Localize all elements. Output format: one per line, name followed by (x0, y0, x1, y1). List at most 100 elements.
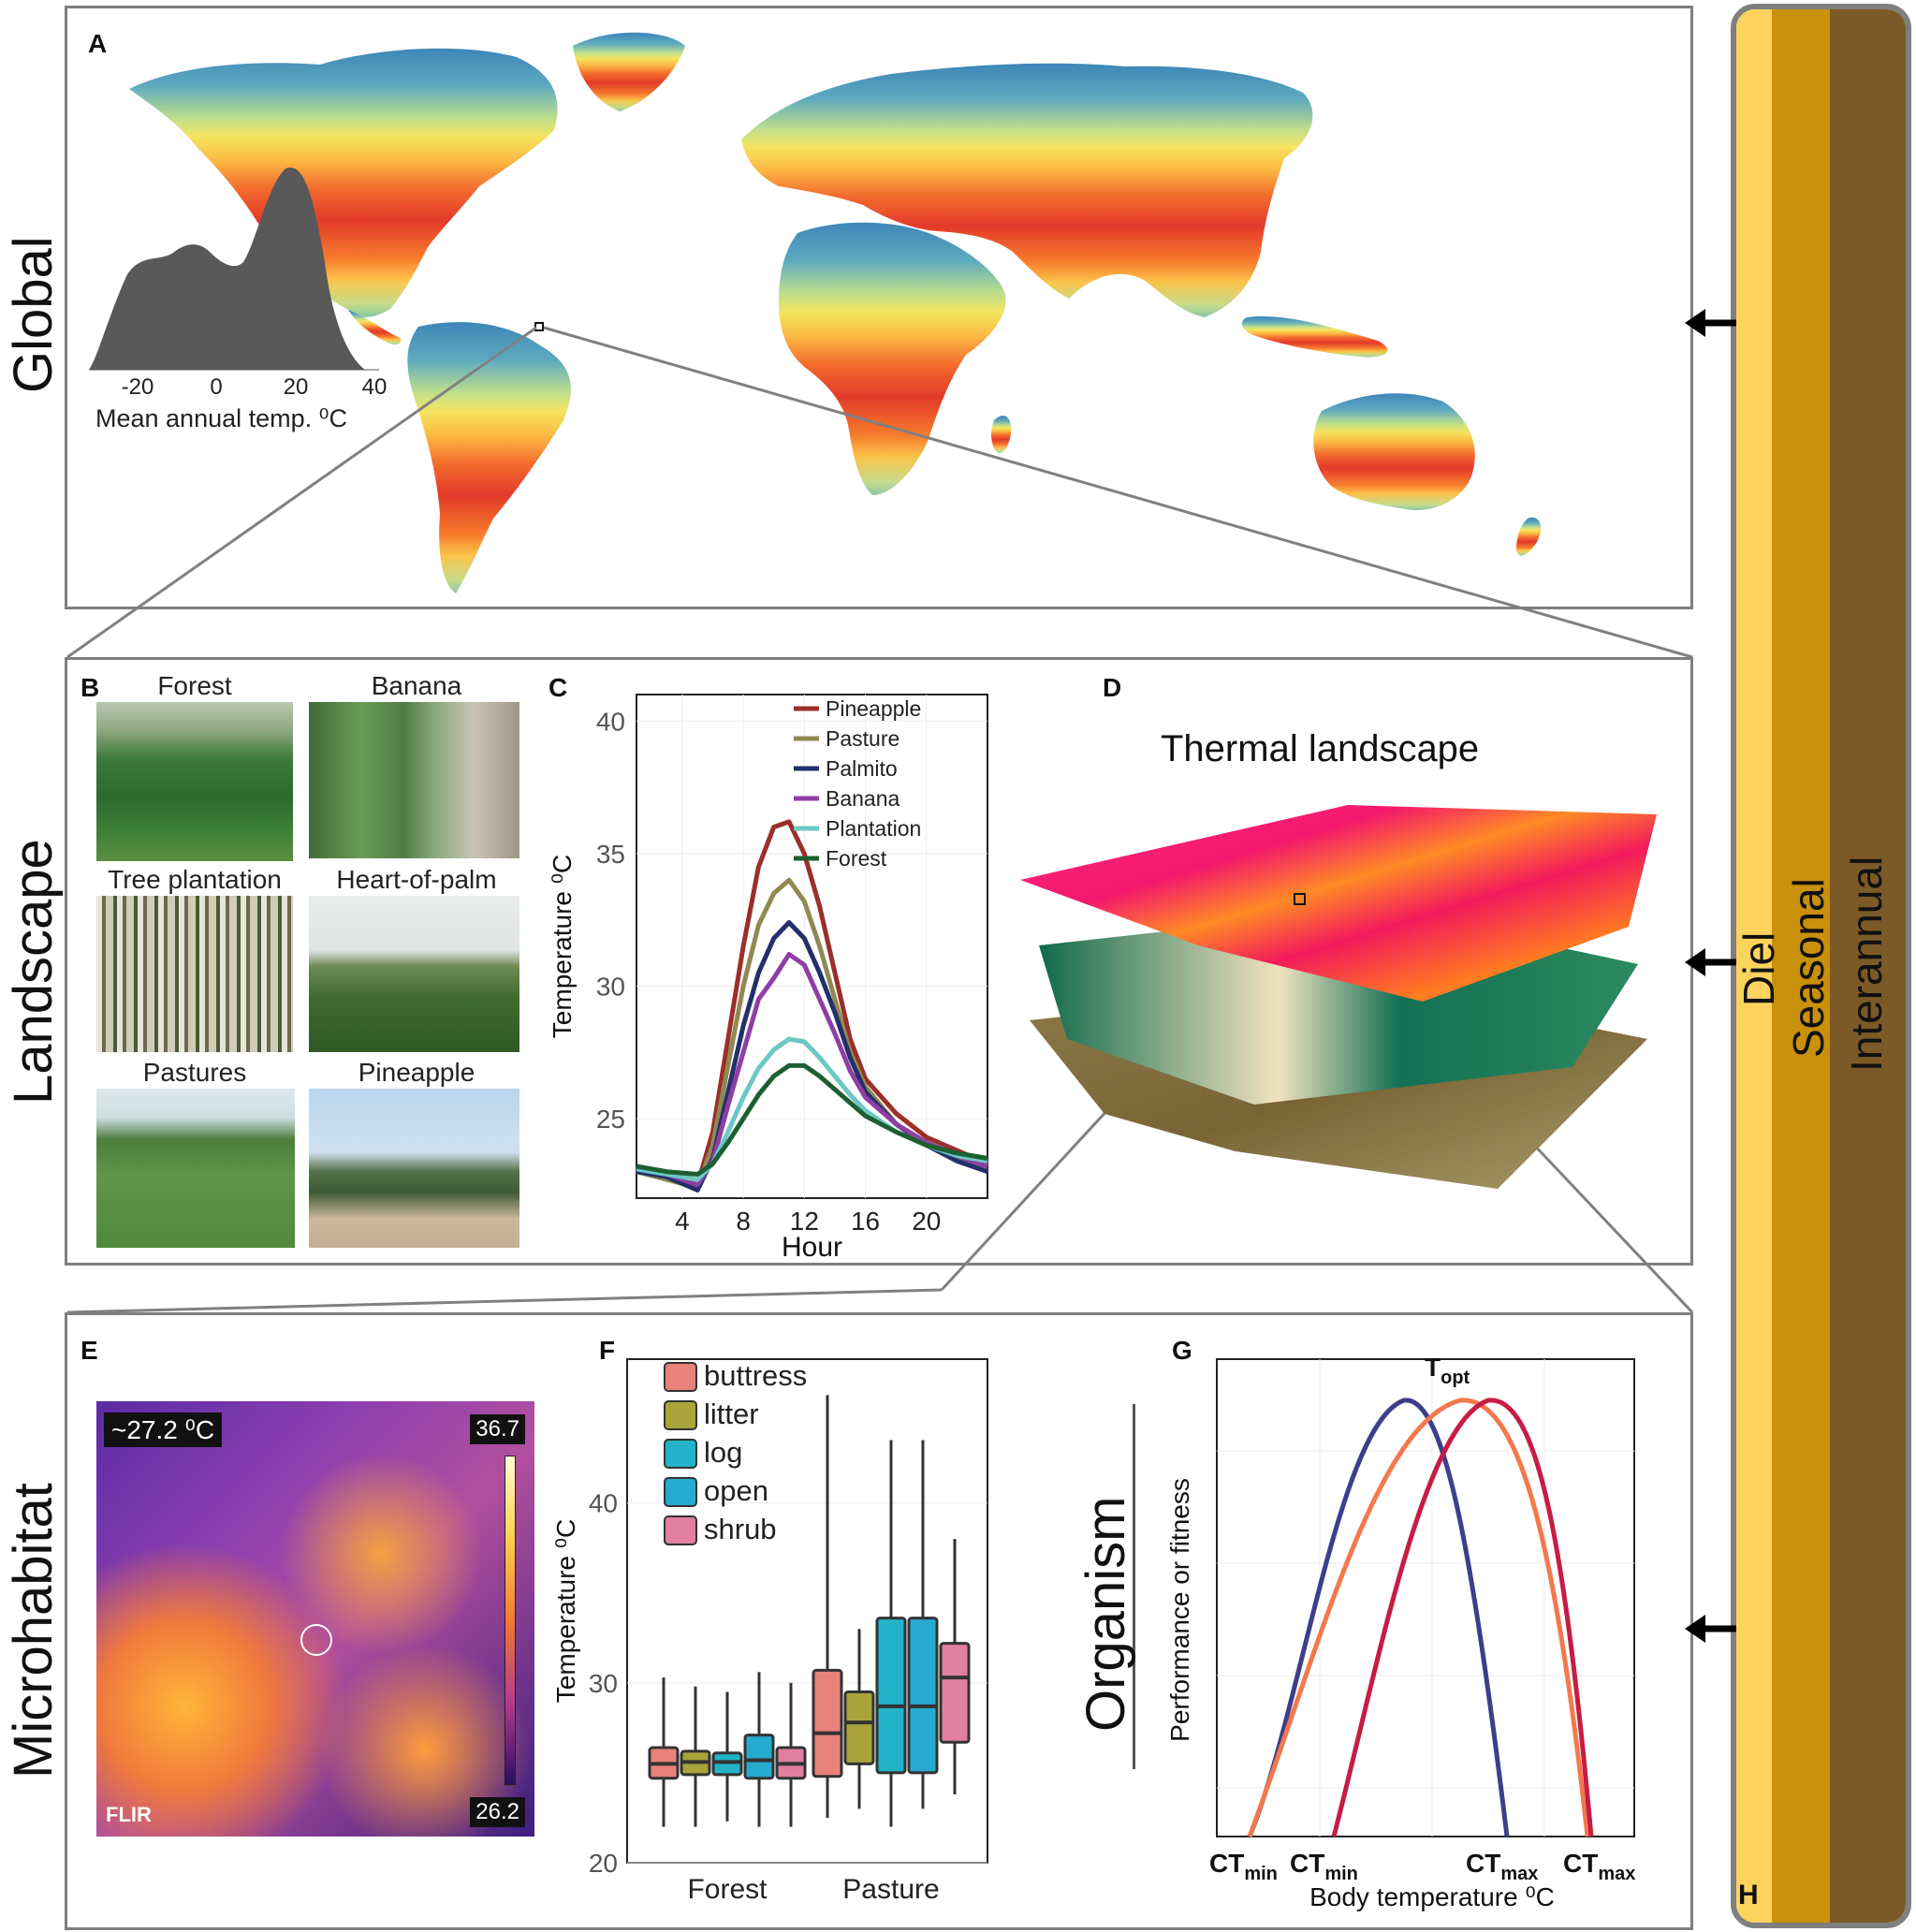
c-ytick-3: 40 (596, 707, 625, 736)
f-box-pasture-open (907, 1617, 939, 1775)
c-xtick-3: 16 (851, 1207, 880, 1236)
panel-b-letter: B (80, 673, 100, 702)
band-label-diel: Diel (1734, 931, 1783, 1006)
africa (779, 222, 1006, 495)
flir-scale-min: 26.2 (470, 1797, 525, 1827)
band-label-seasonal: Seasonal (1784, 878, 1833, 1058)
f-group-label-pasture: Pasture (842, 1874, 939, 1905)
f-legend-label-4: shrub (704, 1513, 777, 1545)
c-series-forest (636, 1062, 988, 1177)
arrow-global (1685, 309, 1736, 337)
organism-divider (1133, 1404, 1135, 1769)
se-asia-islands (1241, 316, 1388, 358)
photo-label-forest: Forest (157, 671, 232, 700)
band-interannual (1830, 9, 1906, 1923)
f-legend-swatch-4 (664, 1515, 697, 1545)
c-ytick-1: 30 (596, 972, 625, 1001)
f-box-forest-open (743, 1734, 775, 1780)
curve-blue (1247, 1398, 1510, 1837)
c-legend-label-1: Pasture (826, 726, 899, 751)
c-legend-label-5: Forest (826, 846, 887, 871)
thermal-landscape-title: Thermal landscape (1161, 728, 1480, 769)
f-plot-frame (626, 1358, 988, 1864)
f-box-pasture-log (875, 1617, 907, 1775)
f-legend-label-2: log (704, 1436, 742, 1469)
f-legend-swatch-0 (664, 1362, 697, 1392)
flir-readout: ~27.2 ⁰C (104, 1412, 223, 1447)
south-america (407, 322, 571, 593)
photo-label-heart-of-palm: Heart-of-palm (336, 865, 497, 894)
panel-f-box-plot: 20 30 40 Forest Pasture buttress litter log open… (551, 1358, 988, 1905)
c-plot-frame (636, 694, 988, 1199)
australia (1313, 393, 1475, 510)
f-legend-label-1: litter (704, 1398, 759, 1430)
row-label-organism: Organism (1075, 1496, 1136, 1732)
photo-pastures (96, 1089, 295, 1248)
eurasia (741, 63, 1313, 317)
f-legend-swatch-3 (664, 1477, 697, 1507)
panel-c-line-chart: 25 30 35 40 4 8 12 16 20 Pineapple Pasture Palmito B… (548, 694, 988, 1263)
g-xlabel: Body temperature ⁰C (1309, 1882, 1555, 1911)
row-label-microhabitat: Microhabitat (3, 1483, 64, 1778)
f-legend-label-3: open (704, 1474, 768, 1507)
photo-forest (96, 702, 293, 861)
thermal-landscape-layers (1020, 805, 1657, 1189)
g-plot-frame (1216, 1358, 1635, 1837)
f-legend-label-0: buttress (704, 1359, 807, 1392)
flir-brand: FLIR (106, 1803, 152, 1826)
temperature-density-inset: -20 0 20 40 (89, 167, 387, 400)
f-group-label-forest: Forest (687, 1874, 768, 1905)
f-box-pasture-litter (843, 1690, 875, 1765)
photo-label-banana: Banana (371, 671, 462, 700)
panel-microhabitat: E F G (65, 1312, 1693, 1930)
c-legend-label-4: Plantation (826, 816, 921, 841)
zoom-box-thermal (1294, 893, 1306, 905)
density-tick-3: 20 (284, 374, 309, 400)
f-ytick-1: 30 (589, 1669, 618, 1698)
f-ytick-0: 20 (589, 1849, 618, 1878)
c-legend-label-2: Palmito (826, 756, 898, 781)
curve-red (1331, 1398, 1594, 1837)
row-label-landscape: Landscape (3, 839, 64, 1105)
c-xtick-4: 20 (912, 1207, 941, 1236)
density-area (89, 167, 365, 370)
topt-label: Topt (1425, 1353, 1470, 1388)
photo-label-pineapple: Pineapple (358, 1058, 475, 1087)
flir-thermal-image: ~27.2 ⁰C 36.7 26.2 FLIR (96, 1401, 534, 1837)
c-ylabel: Temperature ⁰C (548, 855, 577, 1038)
band-diel (1736, 9, 1772, 1923)
flir-scale-max: 36.7 (470, 1414, 525, 1444)
photo-label-pastures: Pastures (142, 1058, 247, 1087)
f-ylabel: Temperature ⁰C (551, 1519, 580, 1703)
zoom-box-costa-rica (534, 322, 544, 331)
panel-g-letter: G (1172, 1336, 1192, 1365)
c-xtick-1: 8 (736, 1207, 751, 1236)
g-ylabel: Performance or fitness (1165, 1478, 1194, 1742)
madagascar (991, 416, 1012, 453)
band-seasonal (1772, 9, 1830, 1923)
c-xlabel: Hour (782, 1232, 842, 1263)
c-legend-label-3: Banana (826, 786, 900, 811)
arrows-to-h (1685, 309, 1736, 1643)
panel-f-letter: F (599, 1336, 616, 1365)
c-xtick-0: 4 (675, 1207, 690, 1236)
panel-e-letter: E (80, 1336, 98, 1365)
panel-h-letter: H (1738, 1880, 1759, 1910)
arrow-microhabitat (1685, 1615, 1736, 1643)
f-box-pasture-shrub (939, 1642, 971, 1744)
curve-orange (1247, 1398, 1590, 1837)
ct-label-3: CTmax (1466, 1849, 1538, 1884)
photo-tree-plantation (96, 896, 293, 1052)
band-label-interannual: Interannual (1842, 856, 1891, 1072)
ct-label-2: CTmin (1290, 1849, 1358, 1884)
photo-pineapple (309, 1089, 519, 1248)
c-legend-label-0: Pineapple (826, 696, 921, 721)
panel-h-timescales (1731, 4, 1911, 1928)
row-label-global: Global (3, 236, 64, 393)
c-ytick-0: 25 (596, 1105, 625, 1134)
arrow-landscape (1685, 948, 1736, 976)
ct-label-4: CTmax (1563, 1849, 1635, 1884)
density-xlabel: Mean annual temp. ⁰C (95, 404, 347, 432)
north-america (129, 48, 558, 317)
c-ytick-2: 35 (596, 840, 625, 869)
